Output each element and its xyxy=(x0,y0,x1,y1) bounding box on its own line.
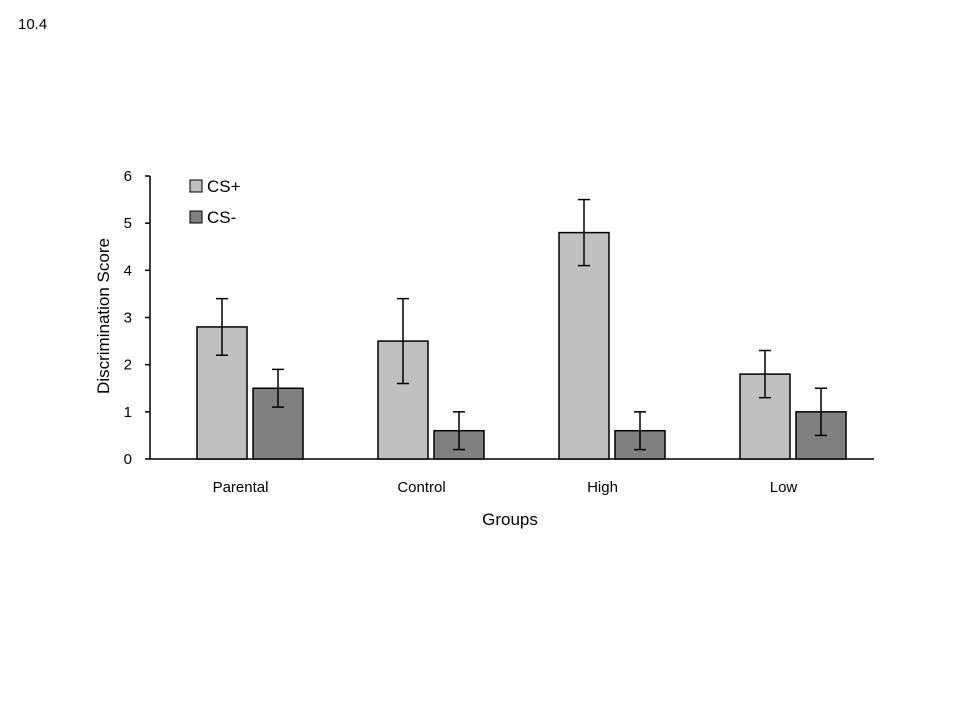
y-axis: 0 1 2 3 4 5 6 xyxy=(124,168,151,468)
x-tick-label: Low xyxy=(770,479,798,496)
x-tick-label: Control xyxy=(397,479,445,496)
legend: CS+ CS- xyxy=(189,177,241,227)
y-axis-title: Discrimination Score xyxy=(94,238,113,394)
y-tick-label: 1 xyxy=(124,404,132,421)
y-tick-label: 5 xyxy=(124,215,132,232)
bar-cs-high xyxy=(558,231,610,460)
error-bars xyxy=(216,198,827,451)
y-tick-label: 0 xyxy=(124,451,132,468)
x-axis-title: Groups xyxy=(482,510,538,529)
y-tick-label: 3 xyxy=(124,310,132,327)
legend-swatch xyxy=(189,179,203,193)
y-tick-label: 2 xyxy=(124,357,132,374)
legend-label: CS- xyxy=(207,208,236,227)
x-tick-label: Parental xyxy=(213,479,269,496)
legend-swatch xyxy=(189,210,203,224)
y-tick-label: 6 xyxy=(124,168,132,185)
slide-number: 10.4 xyxy=(18,16,48,33)
legend-label: CS+ xyxy=(207,177,241,196)
x-axis: Parental Control High Low xyxy=(150,458,874,496)
y-tick-label: 4 xyxy=(124,262,132,279)
bars xyxy=(196,231,847,460)
x-tick-label: High xyxy=(587,479,618,496)
